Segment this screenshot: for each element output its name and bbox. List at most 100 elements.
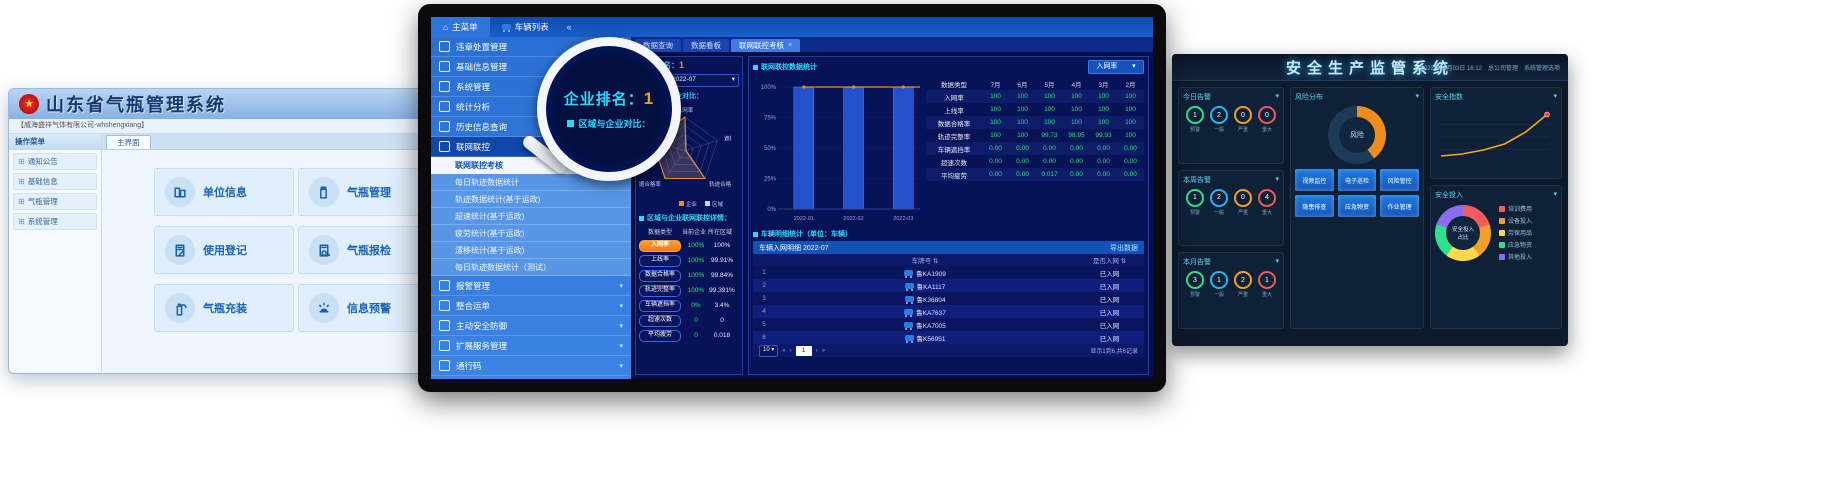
action-button-风险管控[interactable]: 风险管控 <box>1380 169 1419 191</box>
metric-pill-超速次数[interactable]: 超速次数 <box>639 314 681 327</box>
feature-card-单位信息[interactable]: 单位信息 <box>154 168 294 216</box>
submenu-item-漂移统计(基于运政)[interactable]: 漂移统计(基于运政) <box>431 242 631 259</box>
region-value: 0 <box>720 317 724 324</box>
alert-stat-label: 重大 <box>1261 292 1272 299</box>
plate-cell: 鲁K56951 <box>775 333 1075 343</box>
chevron-down-icon[interactable]: ▾ <box>1275 258 1279 266</box>
vehicle-table-row[interactable]: 6 鲁K56951 已入网 <box>753 331 1144 344</box>
menu-item-icon <box>439 340 450 351</box>
close-tab-icon[interactable]: × <box>788 42 793 49</box>
action-button-视频监控[interactable]: 视频监控 <box>1295 169 1334 191</box>
vehicle-detail-tab[interactable]: 车辆入网明细 2022-07 <box>759 244 829 252</box>
radar-axis-label: 入网率 <box>677 106 694 114</box>
metric-pill-上线率[interactable]: 上线率 <box>639 254 681 267</box>
metric-pill-轨迹完整率[interactable]: 轨迹完整率 <box>639 284 681 297</box>
action-button-电子巡检[interactable]: 电子巡检 <box>1337 169 1377 191</box>
grid-column-header: 3月 <box>1098 81 1109 89</box>
submenu-item-轨迹数据统计(基于运政)[interactable]: 轨迹数据统计(基于运政) <box>431 191 631 208</box>
action-button-隐患排查[interactable]: 隐患排查 <box>1295 195 1334 217</box>
company-value: 0 <box>694 317 698 324</box>
content-tab-联网联控考核[interactable]: 联网联控考核 × <box>731 39 801 52</box>
main-menu-tab[interactable]: ⌂ 主菜单 <box>431 17 490 37</box>
vehicle-table-row[interactable]: 5 鲁KA7005 已入网 <box>753 318 1144 331</box>
user-label[interactable]: 总公司管理 <box>1487 65 1518 72</box>
feature-card-气瓶充装[interactable]: 气瓶充装 <box>154 284 294 332</box>
vehicle-table-row[interactable]: 1 鲁KA1909 已入网 <box>753 266 1144 279</box>
content-tab-数据看板[interactable]: 数据看板 <box>683 39 729 52</box>
bar-chart-ytick: 0% <box>767 207 776 213</box>
row-number: 3 <box>762 295 766 302</box>
submenu-item-超速统计(基于运政)[interactable]: 超速统计(基于运政) <box>431 208 631 225</box>
chevron-down-icon[interactable]: ▾ <box>1275 175 1279 183</box>
menu-item-label: 通行码 <box>456 360 482 371</box>
feature-card-使用登记[interactable]: 使用登记 <box>154 226 294 274</box>
menu-item-扩展服务管理[interactable]: 扩展服务管理 ▾ <box>431 336 631 356</box>
submenu-item-疲劳统计(基于运政)[interactable]: 疲劳统计(基于运政) <box>431 225 631 242</box>
menu-item-资料库[interactable]: 资料库▾ <box>431 376 631 379</box>
alert-stat: 2 一般 <box>1210 188 1228 216</box>
prev-page-icon[interactable]: ‹ <box>789 347 792 354</box>
vehicle-list-tab[interactable]: 车辆列表 <box>490 17 561 37</box>
menu-item-通行码[interactable]: 通行码 ▾ <box>431 356 631 376</box>
chevron-down-icon[interactable]: ▾ <box>1275 93 1279 100</box>
feature-card-气瓶管理[interactable]: 气瓶管理 <box>298 168 438 216</box>
left-app-sidebar: 操作菜单 ⊞ 通知公告 ⊞ 基础信息 ⊞ 气瓶管理 ⊞ 系统管理 <box>9 134 102 372</box>
alert-groups-column: 今日告警 ▾ 1 预警 2 一般 0 严重 0 重大 本周告警 ▾ 1 预警 2 一般 0 严重 4 重大 本月告警 ▾ 3… <box>1178 87 1284 330</box>
alert-stat: 4 重大 <box>1258 188 1276 216</box>
expand-plus-icon: ⊞ <box>18 216 25 226</box>
sidebar-item-label: 气瓶管理 <box>27 196 58 206</box>
export-data-link[interactable]: 导出数据 <box>1110 244 1138 252</box>
sidebar-item-系统管理[interactable]: ⊞ 系统管理 <box>13 213 97 230</box>
grid-cell-value: 0.00 <box>1043 145 1056 152</box>
last-page-icon[interactable]: » <box>821 347 826 354</box>
detail-table-header: 数据类型 当前企业 所在区域 <box>639 227 739 236</box>
vehicle-table-row[interactable]: 3 鲁K36804 已入网 <box>753 292 1144 305</box>
grid-cell-value: 100 <box>990 119 1001 126</box>
metric-pill-入网率[interactable]: 入网率 <box>639 239 681 252</box>
chevron-down-icon[interactable]: ▾ <box>1415 93 1419 100</box>
query-date-dropdown[interactable]: 2022-07 ▾ <box>668 74 739 87</box>
submenu-item-每日轨迹数据统计（测试）[interactable]: 每日轨迹数据统计（测试） <box>431 259 631 276</box>
chevron-down-icon[interactable]: ▾ <box>1553 191 1557 198</box>
action-button-应急物资[interactable]: 应急物资 <box>1337 195 1377 217</box>
feature-card-信息预警[interactable]: 信息预警 <box>298 284 438 332</box>
menu-item-主动安全防御[interactable]: 主动安全防御 ▾ <box>431 316 631 336</box>
feature-card-气瓶报检[interactable]: 气瓶报检 <box>298 226 438 274</box>
action-button-作业管理[interactable]: 作业管理 <box>1380 195 1419 217</box>
sort-icon[interactable]: ⇅ <box>932 258 939 265</box>
metric-pill-平均疲劳[interactable]: 平均疲劳 <box>639 329 681 342</box>
car-icon <box>501 24 511 32</box>
vehicle-table-row[interactable]: 4 鲁KA7637 已入网 <box>753 305 1144 318</box>
alert-stat: 0 严重 <box>1234 188 1252 216</box>
page-number-input[interactable]: 1 <box>795 345 812 356</box>
page-size-select[interactable]: 10 ▾ <box>759 344 779 357</box>
legend-swatch <box>1499 205 1505 212</box>
row-number: 1 <box>762 269 766 276</box>
tab-main-screen[interactable]: 主界面 <box>106 135 151 149</box>
vehicle-table-row[interactable]: 2 鲁KA1117 已入网 <box>753 279 1144 292</box>
company-breadcrumb: 【威海盛祥气体有限公司-whshengxiang】 <box>9 119 481 134</box>
menu-item-报警管理[interactable]: 报警管理 ▾ <box>431 276 631 296</box>
monitor-bezel: ⌂ 主菜单 车辆列表 « 违章处置管理 ▾ 基础信息管理 ▾ 系统管理 ▾ 统计分析 ▾ 历史信… <box>418 4 1166 392</box>
first-page-icon[interactable]: « <box>782 347 786 354</box>
metric-pill-数据合格率[interactable]: 数据合格率 <box>639 269 681 282</box>
alert-stat-value: 2 <box>1210 106 1228 124</box>
submenu-item-每日轨迹数据统计[interactable]: 每日轨迹数据统计 <box>431 174 631 191</box>
section-bullet <box>567 120 575 127</box>
menu-item-整合运单[interactable]: 整合运单 ▾ <box>431 296 631 316</box>
settings-link[interactable]: 系统管理选项 <box>1523 65 1560 72</box>
bar-chart-ytick: 100% <box>761 85 777 91</box>
sidebar-item-通知公告[interactable]: ⊞ 通知公告 <box>13 153 97 170</box>
alert-stat-value: 2 <box>1210 188 1228 207</box>
sort-icon[interactable]: ⇅ <box>1120 258 1127 265</box>
expand-plus-icon: ⊞ <box>18 156 25 166</box>
sidebar-item-基础信息[interactable]: ⊞ 基础信息 <box>13 173 97 190</box>
metric-pill-车辆遮挡率[interactable]: 车辆遮挡率 <box>639 299 681 312</box>
grid-cell-value: 0.017 <box>1041 171 1058 178</box>
alert-stat: 3 预警 <box>1186 271 1204 298</box>
sidebar-item-气瓶管理[interactable]: ⊞ 气瓶管理 <box>13 193 97 210</box>
chevron-down-icon[interactable]: ▾ <box>1553 93 1557 100</box>
metric-select-dropdown[interactable]: 入网率 ▾ <box>1088 60 1144 74</box>
collapse-sidebar-icon[interactable]: « <box>566 22 572 32</box>
next-page-icon[interactable]: › <box>815 347 818 354</box>
